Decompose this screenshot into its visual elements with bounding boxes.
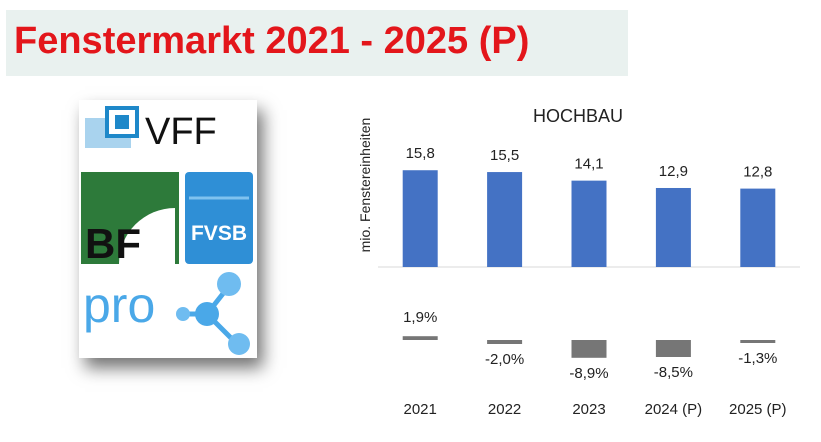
change-bar-3 [655,340,691,357]
x-label-0: 2021 [404,401,437,418]
prok-logo: pro [83,272,250,355]
fvsb-logo-background [185,172,253,264]
fvsb-logo-text: FVSB [191,222,247,245]
prok-logo-node-top [217,272,241,296]
value-label-0: 15,8 [406,145,435,162]
association-logos: VFF BF FVSB pro [81,106,253,355]
value-label-3: 12,9 [659,163,688,180]
change-labels: 1,9% -2,0% -8,9% -8,5% -1,3% [403,309,777,382]
change-label-2: -8,9% [569,365,608,382]
bar-1 [487,172,523,267]
y-axis-label: mio. Fenstereinheiten [357,118,373,253]
fvsb-logo: FVSB [185,172,253,264]
change-bar-1 [487,340,523,344]
x-label-4: 2025 (P) [729,401,787,418]
prok-logo-node-bottom [228,333,250,355]
bf-logo: BF [81,172,179,267]
vff-logo-square-solid [115,115,129,129]
bar-3 [655,187,691,267]
association-logos-card: VFF BF FVSB pro [79,100,257,358]
value-label-2: 14,1 [574,156,603,173]
change-label-0: 1,9% [403,309,437,326]
prok-logo-node-center [195,302,219,326]
x-label-2: 2023 [572,401,605,418]
value-labels: 15,8 15,5 14,1 12,9 12,8 [406,145,773,180]
bf-logo-arc [119,208,175,264]
bar-0 [402,170,438,267]
bar-2 [571,180,607,267]
x-label-3: 2024 (P) [645,401,703,418]
title-band: Fenstermarkt 2021 - 2025 (P) [6,10,628,76]
vff-logo: VFF [85,106,217,153]
page-title: Fenstermarkt 2021 - 2025 (P) [14,20,530,62]
change-bar-2 [571,340,607,358]
change-label-4: -1,3% [738,350,777,367]
chart-title: HOCHBAU [533,106,623,126]
prok-logo-node-left [176,307,190,321]
value-label-4: 12,8 [743,164,772,181]
vff-logo-text: VFF [145,111,217,153]
bf-logo-text: BF [85,220,141,267]
change-bar-0 [402,336,438,340]
change-bars [402,336,776,358]
hochbau-chart: HOCHBAU mio. Fenstereinheiten 15,8 15,5 14… [357,106,800,418]
change-bar-4 [740,340,776,343]
x-label-1: 2022 [488,401,521,418]
value-label-1: 15,5 [490,147,519,164]
bar-4 [740,188,776,267]
change-label-3: -8,5% [654,364,693,381]
value-bars [402,170,776,267]
x-axis-labels: 2021 2022 2023 2024 (P) 2025 (P) [404,401,787,418]
prok-logo-text: pro [83,277,155,333]
change-label-1: -2,0% [485,351,524,368]
